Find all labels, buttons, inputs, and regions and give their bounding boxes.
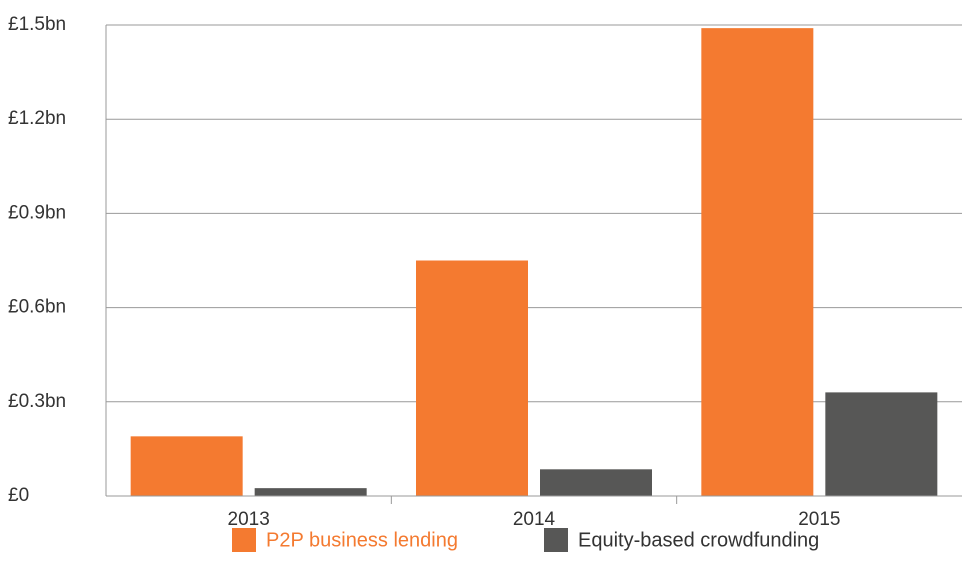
y-tick-label: £1.5bn	[8, 14, 66, 35]
legend-text: Equity-based crowdfunding	[578, 529, 819, 551]
x-tick-label: 2014	[513, 509, 556, 530]
bar	[701, 28, 814, 496]
x-tick-label: 2013	[228, 509, 270, 530]
y-tick-label: £0	[8, 485, 29, 506]
y-tick-label: £1.2bn	[8, 108, 66, 129]
bar	[254, 488, 367, 496]
legend-swatch	[232, 528, 256, 552]
y-tick-label: £0.9bn	[8, 202, 66, 223]
bar	[416, 260, 528, 496]
x-tick-label: 2015	[798, 509, 840, 530]
legend-swatch	[544, 528, 568, 552]
y-tick-label: £0.3bn	[8, 391, 66, 412]
legend-text: P2P business lending	[266, 529, 458, 551]
bar	[130, 436, 243, 496]
bar	[540, 469, 652, 496]
y-tick-label: £0.6bn	[8, 297, 66, 318]
bar	[825, 392, 938, 496]
